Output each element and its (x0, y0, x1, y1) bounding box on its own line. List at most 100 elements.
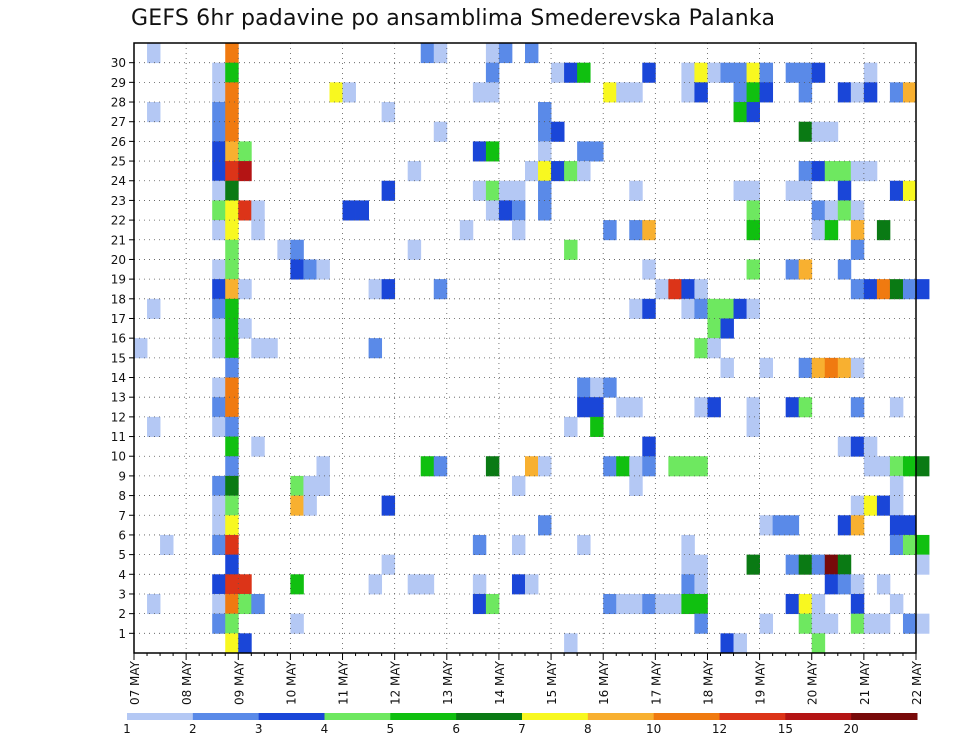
x-tick-label: 14 MAY (493, 660, 507, 705)
heatmap-cell (746, 102, 760, 123)
heatmap-cell (160, 534, 174, 556)
heatmap-cell (889, 279, 904, 300)
heatmap-cell (238, 279, 252, 300)
heatmap-cell (225, 82, 239, 103)
x-tick-label: 08 MAY (180, 660, 194, 705)
heatmap-cell (629, 220, 643, 241)
y-tick-label: 18 (111, 292, 126, 306)
heatmap-cell (889, 534, 904, 556)
heatmap-cell (642, 593, 656, 615)
heatmap-cell (212, 397, 226, 418)
heatmap-cell (889, 515, 904, 536)
heatmap-cell (472, 82, 487, 103)
y-tick-label: 26 (111, 135, 126, 149)
heatmap-cell (603, 82, 617, 103)
heatmap-cell (538, 180, 552, 201)
heatmap-cell (212, 534, 226, 556)
heatmap-cell (564, 239, 578, 260)
heatmap-cell (863, 456, 878, 477)
heatmap-cell (212, 279, 226, 300)
heatmap-cell (212, 613, 226, 634)
heatmap-cell (863, 436, 878, 457)
heatmap-cell (290, 259, 304, 280)
heatmap-cell (798, 82, 813, 103)
heatmap-cell (850, 495, 865, 516)
heatmap-cell (850, 82, 865, 103)
heatmap-cell (577, 161, 591, 182)
heatmap-cell (225, 200, 239, 221)
heatmap-cell (212, 259, 226, 280)
heatmap-cell (511, 220, 526, 241)
heatmap-cell (811, 121, 826, 142)
heatmap-cell (616, 82, 630, 103)
heatmap-cell (355, 200, 369, 221)
heatmap-cell (694, 613, 708, 634)
heatmap-cell (733, 102, 747, 123)
heatmap-cell (225, 259, 239, 280)
heatmap-cell (746, 397, 760, 418)
x-tick-label: 07 MAY (128, 660, 142, 705)
x-tick-label: 16 MAY (597, 660, 611, 705)
heatmap-cell (746, 220, 760, 241)
y-tick-label: 10 (111, 450, 126, 464)
heatmap-cell (498, 43, 513, 64)
heatmap-cell (746, 82, 760, 103)
heatmap-cell (707, 338, 721, 359)
heatmap-cell (485, 141, 500, 162)
heatmap-cell (746, 180, 760, 201)
heatmap-cell (525, 43, 539, 64)
heatmap-cell (212, 495, 226, 516)
heatmap-cell (212, 416, 226, 437)
heatmap-cell (381, 180, 396, 201)
heatmap-cell (668, 279, 682, 300)
heatmap-cell (577, 62, 591, 83)
heatmap-cell (212, 298, 226, 319)
heatmap-cell (798, 554, 813, 575)
heatmap-cell (720, 298, 734, 319)
heatmap-cell (655, 593, 669, 615)
heatmap-cell (590, 377, 604, 398)
heatmap-cell (902, 279, 917, 300)
colorbar-swatch (390, 713, 457, 720)
heatmap-cell (850, 613, 865, 634)
heatmap-cell (798, 161, 813, 182)
heatmap-cell (303, 495, 317, 516)
heatmap-cell (564, 161, 578, 182)
heatmap-cell (225, 574, 239, 595)
x-tick-label: 20 MAY (806, 660, 820, 705)
heatmap-cell (238, 141, 252, 162)
heatmap-cell (681, 534, 695, 556)
heatmap-cell (212, 574, 226, 595)
heatmap-cell (824, 357, 839, 378)
heatmap-cell (785, 397, 800, 418)
heatmap-cell (538, 141, 552, 162)
y-tick-label: 21 (111, 233, 126, 247)
heatmap-cell (746, 554, 760, 575)
heatmap-cell (420, 456, 435, 477)
heatmap-cell (212, 200, 226, 221)
heatmap-cell (707, 298, 721, 319)
y-tick-label: 17 (111, 312, 126, 326)
colorbar: 1 2 3 4 5 6 7 8 10 12 15 20 (123, 713, 918, 736)
heatmap-cell (316, 456, 330, 477)
heatmap-cell (720, 318, 734, 339)
heatmap-cell (225, 633, 239, 654)
heatmap-cell (564, 633, 578, 654)
heatmap-cell (225, 397, 239, 418)
x-tick-label: 11 MAY (337, 660, 351, 705)
colorbar-swatch (785, 713, 852, 720)
heatmap-cell (798, 357, 813, 378)
heatmap-cell (863, 613, 878, 634)
heatmap-cell (798, 397, 813, 418)
heatmap-cell (785, 593, 800, 615)
heatmap-cell (798, 593, 813, 615)
heatmap-cell (720, 62, 734, 83)
heatmap-cell (655, 279, 669, 300)
heatmap-cell (902, 515, 917, 536)
heatmap-cell (707, 397, 721, 418)
heatmap-cell (772, 515, 787, 536)
heatmap-cell (798, 613, 813, 634)
heatmap-cell (577, 534, 591, 556)
heatmap-cell (538, 200, 552, 221)
